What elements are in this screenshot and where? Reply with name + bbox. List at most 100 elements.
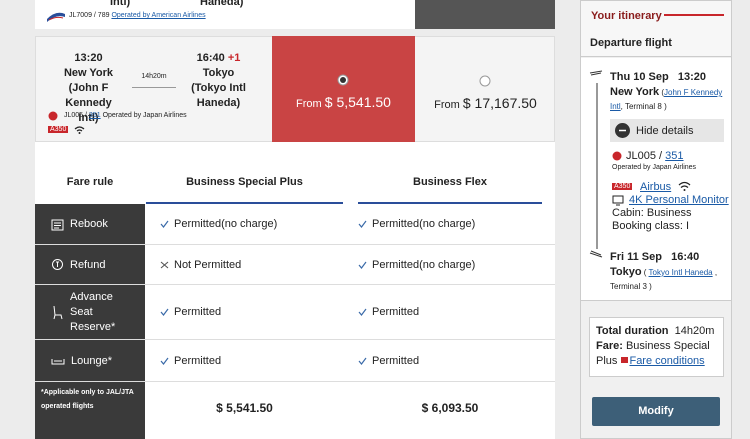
footnote: *Applicable only to JAL/JTA operated fli… — [35, 382, 145, 439]
cell-text: Not Permitted — [174, 258, 242, 271]
date: 10 Sep — [633, 71, 669, 83]
total-price: $ 6,093.50 — [421, 401, 479, 415]
price-prefix: From — [434, 99, 460, 111]
operator-link[interactable]: Operated by American Airlines — [111, 12, 206, 19]
rebook-icon — [51, 219, 64, 230]
header-underline — [358, 202, 542, 204]
rule-row: Refund Not Permitted Permitted(no charge… — [35, 245, 555, 285]
operator: Operated by Japan Airlines — [612, 164, 697, 171]
destination-airport: Haneda) — [196, 97, 241, 109]
fare-option-selected[interactable]: From $ 5,541.50 — [272, 36, 415, 147]
flight-number: JL005 / — [626, 150, 663, 162]
origin-tail: Intl) — [110, 0, 131, 8]
weekday: Thu — [610, 71, 631, 83]
airport-link[interactable]: John F Kennedy Intl — [610, 88, 723, 111]
cell-text: Permitted(no charge) — [174, 218, 278, 230]
total-row: *Applicable only to JAL/JTA operated fli… — [35, 382, 555, 439]
itinerary-header — [581, 1, 731, 57]
monitor-link[interactable]: 4K Personal Monitor — [629, 194, 729, 206]
header-cell: Business Special Plus — [186, 176, 303, 188]
aircraft-badge: A350 — [612, 183, 633, 190]
arrival: 16:40 +1 Tokyo (Tokyo Intl Haneda) — [176, 51, 261, 111]
cross-icon — [160, 261, 169, 268]
hide-details-button[interactable]: Hide details — [610, 119, 724, 142]
arrival-place: Tokyo ( Tokyo Intl Haneda , Terminal 3 ) — [610, 266, 718, 291]
minus-icon — [615, 123, 630, 138]
check-icon — [160, 308, 169, 316]
cell-text: Permitted(no charge) — [372, 258, 476, 271]
fare-conditions-link[interactable]: Fare conditions — [629, 355, 705, 367]
check-icon — [160, 220, 169, 228]
cell-text: Permitted — [174, 354, 222, 367]
flight-info: JL005 / 351 — [626, 150, 684, 162]
cabin: Cabin: Business — [612, 207, 692, 219]
title-rule — [664, 14, 724, 16]
check-icon — [358, 308, 367, 316]
check-icon — [160, 357, 169, 365]
aircraft-badge: A350 — [48, 126, 69, 133]
destination: Tokyo — [202, 67, 235, 79]
previous-flight: Intl) Haneda) JL7009 / 789 Operated by A… — [35, 0, 555, 29]
label-text: Advance Seat Reserve* — [70, 290, 116, 333]
doc-icon — [621, 357, 629, 363]
rule-cell: Not Permitted — [160, 245, 241, 284]
city: New York — [610, 86, 660, 98]
total-value: 14h20m — [674, 325, 715, 337]
label-text: Lounge* — [71, 354, 112, 367]
cell-text: Permitted(no charge) — [372, 218, 476, 230]
origin-airport: (John F Kennedy — [65, 82, 112, 109]
seat-icon — [53, 305, 63, 319]
itinerary-title: Your itinerary — [591, 10, 662, 22]
radio-selected[interactable] — [337, 74, 349, 86]
rule-cell: Permitted — [160, 285, 221, 339]
cell-text: Permitted — [372, 306, 420, 318]
rule-label: Advance Seat Reserve* — [35, 285, 145, 339]
operator: Operated by Japan Airlines — [102, 112, 187, 119]
timeline — [589, 70, 603, 258]
flight-detail — [581, 58, 731, 301]
button-text: Hide details — [636, 124, 694, 137]
departure-place: New York (John F Kennedy Intl, Terminal … — [610, 86, 723, 111]
flight-info: JL005 / 351 Operated by Japan Airlines — [64, 112, 187, 119]
cell-text: Permitted — [174, 306, 222, 318]
aircraft-link[interactable]: Airbus — [640, 181, 672, 193]
price: $ 17,167.50 — [462, 95, 537, 111]
price: $ 5,541.50 — [324, 94, 391, 110]
fare-value: Business Special Plus — [596, 340, 710, 367]
arrival-time: 16:40 — [196, 52, 225, 64]
airport-link[interactable]: Tokyo Intl Haneda — [648, 268, 713, 277]
radio[interactable] — [479, 75, 491, 87]
rule-cell: Permitted(no charge) — [358, 245, 475, 284]
label-text: Refund — [70, 258, 106, 271]
origin-airport: Intl) — [78, 112, 99, 124]
rule-label: Lounge* — [35, 340, 145, 381]
lounge-icon — [51, 358, 65, 364]
time: 16:40 — [671, 251, 700, 263]
origin: New York — [63, 67, 114, 79]
rule-cell: Permitted(no charge) — [358, 204, 475, 244]
header-cell: Business Flex — [413, 176, 487, 188]
check-icon — [358, 261, 367, 269]
booking-class: Booking class: I — [612, 220, 690, 232]
time: 13:20 — [677, 71, 707, 83]
arrival-datetime: Fri 11 Sep 16:40 — [610, 251, 699, 263]
refund-icon — [52, 259, 63, 270]
departure-time: 13:20 — [74, 52, 103, 64]
cell-text: Permitted — [372, 354, 420, 367]
destination-airport: (Tokyo Intl — [191, 82, 246, 94]
city: Tokyo — [610, 266, 642, 278]
fare-label: Fare: — [596, 340, 623, 352]
flight-link[interactable]: 351 — [665, 150, 684, 162]
flight-link[interactable]: 351 — [88, 112, 101, 119]
section-title: Departure flight — [590, 37, 672, 49]
label-text: Rebook — [70, 218, 108, 230]
fare-option[interactable]: From $ 17,167.50 — [415, 37, 556, 141]
flight-card: 13:20 New York (John F Kennedy Intl) 14h… — [35, 36, 556, 147]
modify-button[interactable]: Modify — [592, 397, 720, 426]
rule-cell: Permitted — [160, 340, 221, 381]
check-icon — [358, 357, 367, 365]
check-icon — [358, 220, 367, 228]
fare-summary: Fare: Business Special Plus Fare conditi… — [596, 339, 721, 369]
